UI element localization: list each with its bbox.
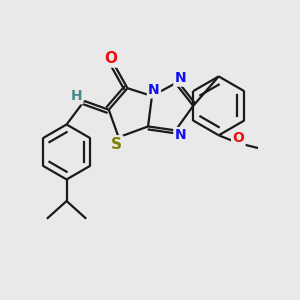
Text: O: O	[104, 51, 117, 66]
Text: O: O	[232, 131, 244, 145]
Text: N: N	[175, 71, 186, 85]
Text: H: H	[70, 89, 82, 103]
Text: N: N	[175, 128, 186, 142]
Text: S: S	[111, 136, 122, 152]
Text: N: N	[148, 83, 160, 97]
